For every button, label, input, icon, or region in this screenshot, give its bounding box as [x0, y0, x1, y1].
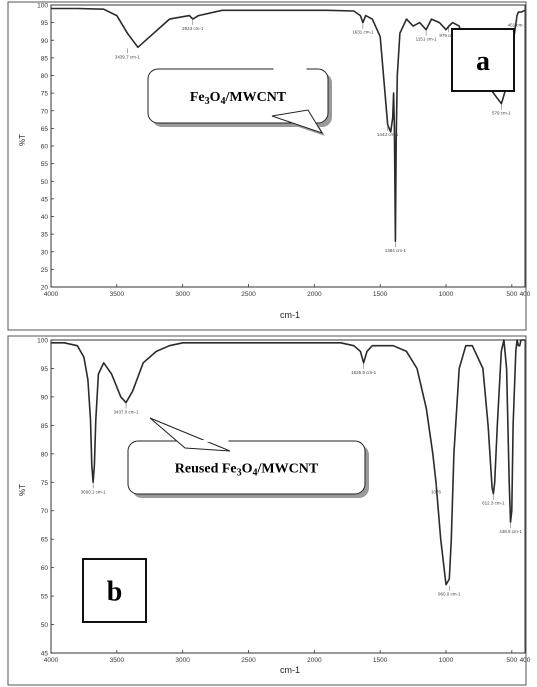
y-tick-label: 70	[41, 508, 49, 515]
x-tick-label: 500	[506, 291, 517, 298]
x-tick-label: 4000	[44, 291, 59, 298]
x-tick-label: 2000	[307, 291, 322, 298]
x-tick-label: 2500	[241, 291, 256, 298]
x-axis-label: cm-1	[280, 665, 300, 675]
y-tick-label: 65	[41, 126, 49, 133]
peak-label: 960.0 cm-1	[438, 592, 461, 597]
y-tick-label: 100	[37, 3, 48, 10]
callout-subscript: 3	[205, 96, 210, 107]
callout-bubble	[127, 440, 366, 495]
panel-frame	[7, 1, 527, 331]
y-tick-label: 90	[41, 38, 49, 45]
x-tick-label: 2000	[307, 657, 322, 664]
x-tick-label: 4000	[44, 657, 59, 664]
y-tick-label: 80	[41, 451, 49, 458]
y-tick-label: 45	[41, 651, 49, 658]
peak-label: 1384 cm-1	[385, 248, 407, 253]
y-tick-label: 85	[41, 55, 49, 62]
y-tick-label: 65	[41, 537, 49, 544]
y-tick-label: 60	[41, 565, 49, 572]
y-tick-label: 20	[41, 285, 49, 292]
panel-letter: a	[476, 46, 490, 77]
panel-letter-box	[451, 28, 515, 92]
y-tick-label: 90	[41, 394, 49, 401]
x-tick-label: 400	[520, 291, 531, 298]
plot-area	[50, 339, 526, 654]
y-tick-label: 25	[41, 267, 49, 274]
callout-text: /MWCNT	[257, 462, 319, 477]
y-tick-label: 50	[41, 622, 49, 629]
peak-label: 1443 cm-1	[377, 132, 399, 137]
y-tick-label: 30	[41, 249, 49, 256]
callout-bubble	[147, 68, 329, 124]
y-tick-label: 45	[41, 196, 49, 203]
peak-label: 979 cm-1	[439, 33, 458, 38]
panel-letter-box	[82, 558, 147, 623]
x-tick-label: 2500	[241, 657, 256, 664]
peak-label: 3437.0 cm-1	[114, 410, 140, 415]
y-tick-label: 95	[41, 366, 49, 373]
peak-label: 2923 cm-1	[182, 26, 204, 31]
peak-label: 461 cm-1	[508, 23, 527, 28]
y-tick-label: 95	[41, 20, 49, 27]
callout-subscript: 4	[220, 96, 225, 107]
x-tick-label: 1000	[439, 291, 454, 298]
y-tick-label: 75	[41, 91, 49, 98]
x-tick-label: 3500	[110, 657, 125, 664]
y-tick-label: 70	[41, 108, 49, 115]
peak-label: 1151 cm-1	[416, 37, 437, 42]
y-tick-label: 55	[41, 594, 49, 601]
callout-subscript: 4	[253, 468, 258, 479]
y-tick-label: 85	[41, 423, 49, 430]
callout-text: Fe	[190, 90, 205, 105]
x-tick-label: 1000	[439, 657, 454, 664]
spectrum-line	[51, 339, 525, 586]
y-tick-label: 50	[41, 179, 49, 186]
callout-text: Reused Fe	[175, 462, 237, 477]
peak-label: 1626.9 cm-1	[351, 370, 377, 375]
y-tick-label: 35	[41, 232, 49, 239]
y-tick-label: 75	[41, 480, 49, 487]
y-tick-label: 55	[41, 161, 49, 168]
peak-label: 3439.7 cm-1	[115, 54, 141, 59]
callout-label: Reused Fe3O4/MWCNT	[175, 462, 319, 479]
callout-tail	[149, 417, 231, 452]
peak-label: 1076	[431, 489, 442, 494]
callout-text: O	[210, 90, 221, 105]
callout-subscript: 3	[237, 468, 242, 479]
y-tick-label: 100	[37, 338, 48, 345]
x-tick-label: 1500	[373, 657, 388, 664]
callout-text: /MWCNT	[224, 90, 286, 105]
panel-frame	[7, 335, 527, 686]
y-axis-label: %T	[18, 134, 27, 146]
peak-label: 612.3 cm-1	[482, 501, 505, 506]
peak-label: 1631 cm-1	[352, 30, 374, 35]
peak-label: 3690.1 cm-1	[81, 489, 107, 494]
panel-letter: b	[107, 577, 123, 608]
x-tick-label: 3000	[175, 291, 190, 298]
y-tick-label: 60	[41, 144, 49, 151]
x-tick-label: 400	[520, 657, 531, 664]
y-tick-label: 80	[41, 73, 49, 80]
y-axis-label: %T	[18, 484, 27, 496]
x-tick-label: 500	[506, 657, 517, 664]
peak-label: 579 cm-1	[492, 111, 511, 116]
peak-label: 438.9 cm-1	[499, 529, 522, 534]
callout-text: O	[242, 462, 253, 477]
panel-a: 20 25 30 35 40 45 50 55 60 65 70 75 80 85 90 95 100 4000 3…	[7, 1, 531, 331]
x-tick-label: 3500	[110, 291, 125, 298]
x-tick-label: 3000	[175, 657, 190, 664]
callout-tail	[271, 109, 324, 134]
x-axis-label: cm-1	[280, 310, 300, 320]
y-tick-label: 40	[41, 214, 49, 221]
x-tick-label: 1500	[373, 291, 388, 298]
callout-label: Fe3O4/MWCNT	[190, 90, 287, 107]
